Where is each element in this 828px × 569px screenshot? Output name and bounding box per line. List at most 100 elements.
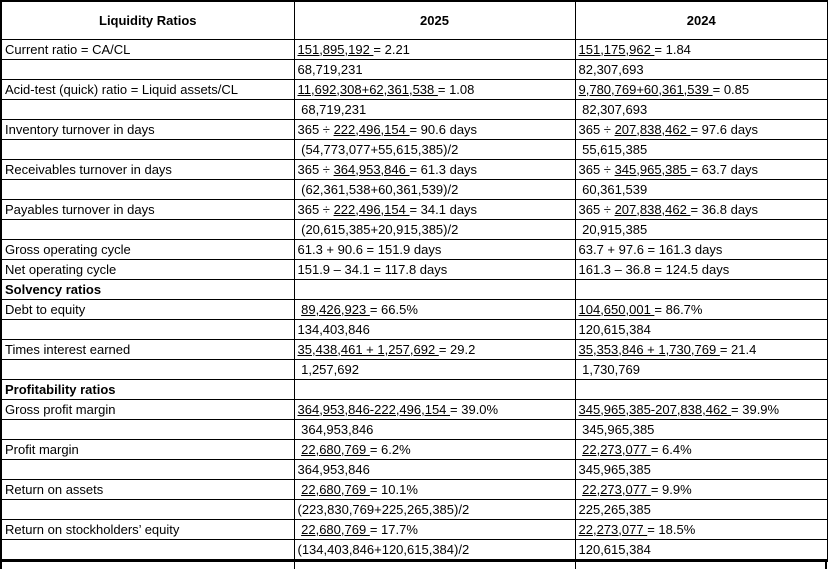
underlined-numerator: 22,273,077 bbox=[582, 481, 651, 497]
ratio-label-cell bbox=[0, 178, 295, 200]
underlined-numerator: 35,353,846 + 1,730,769 bbox=[578, 341, 720, 357]
underlined-numerator: 345,965,385-207,838,462 bbox=[578, 401, 732, 417]
value-2024-cell: 161.3 – 36.8 = 124.5 days bbox=[574, 258, 828, 280]
value-2025-cell: 1,257,692 bbox=[293, 358, 576, 380]
underlined-numerator: 207,838,462 bbox=[614, 201, 691, 217]
table-row: (54,773,077+55,615,385)/2 55,615,385 bbox=[0, 138, 828, 160]
table-row: (223,830,769+225,265,385)/2 225,265,385 bbox=[0, 498, 828, 520]
value-2024-cell: 82,307,693 bbox=[574, 98, 828, 120]
underlined-numerator: 35,438,461 + 1,257,692 bbox=[297, 341, 439, 357]
ratio-label-cell: Payables turnover in days bbox=[0, 198, 295, 220]
value-2024-cell bbox=[574, 278, 828, 300]
value-2025-cell: 68,719,231 bbox=[293, 58, 576, 80]
value-2025-cell: 364,953,846 bbox=[293, 458, 576, 480]
value-2025-cell: 68,719,231 bbox=[293, 98, 576, 120]
underlined-numerator: 222,496,154 bbox=[333, 201, 410, 217]
ratio-label-cell bbox=[0, 498, 295, 520]
ratio-label-cell bbox=[0, 538, 295, 561]
table-row: 68,719,231 82,307,693 bbox=[0, 98, 828, 120]
column-divider-line bbox=[575, 561, 576, 569]
value-2024-cell: 55,615,385 bbox=[574, 138, 828, 160]
value-2025-cell: 89,426,923 = 66.5% bbox=[293, 298, 576, 320]
table-row: Times interest earned 35,438,461 + 1,257,… bbox=[0, 338, 828, 360]
table-row: 134,403,846 120,615,384 bbox=[0, 318, 828, 340]
value-2025-cell: (54,773,077+55,615,385)/2 bbox=[293, 138, 576, 160]
value-2024-cell: 365 ÷ 345,965,385 = 63.7 days bbox=[574, 158, 828, 180]
underlined-numerator: 345,965,385 bbox=[614, 161, 691, 177]
value-2024-cell: 35,353,846 + 1,730,769 = 21.4 bbox=[574, 338, 828, 360]
table-row: Debt to equity 89,426,923 = 66.5% 104,650… bbox=[0, 298, 828, 320]
table-row: Solvency ratios bbox=[0, 278, 828, 300]
underlined-numerator: 222,496,154 bbox=[333, 121, 410, 137]
value-2025-cell: 22,680,769 = 10.1% bbox=[293, 478, 576, 500]
underlined-numerator: 151,175,962 bbox=[578, 41, 655, 57]
ratio-label-cell: Acid-test (quick) ratio = Liquid assets/… bbox=[0, 78, 295, 100]
value-2024-cell: 9,780,769+60,361,539 = 0.85 bbox=[574, 78, 828, 100]
ratio-label-cell: Times interest earned bbox=[0, 338, 295, 360]
ratio-label-cell bbox=[0, 358, 295, 380]
value-2024-cell: 60,361,539 bbox=[574, 178, 828, 200]
value-2025-cell: 11,692,308+62,361,538 = 1.08 bbox=[293, 78, 576, 100]
value-2024-cell: 1,730,769 bbox=[574, 358, 828, 380]
ratio-label-cell bbox=[0, 98, 295, 120]
ratio-label-cell: Inventory turnover in days bbox=[0, 118, 295, 140]
ratio-label-cell: Debt to equity bbox=[0, 298, 295, 320]
table-row: Inventory turnover in days 365 ÷ 222,496,… bbox=[0, 118, 828, 140]
ratio-table-body: Current ratio = CA/CL 151,895,192 = 2.21 1… bbox=[0, 38, 828, 561]
table-row: 364,953,846 345,965,385 bbox=[0, 418, 828, 440]
value-2024-cell: 63.7 + 97.6 = 161.3 days bbox=[574, 238, 828, 260]
table-row: Gross operating cycle 61.3 + 90.6 = 151.9… bbox=[0, 238, 828, 260]
ratio-label-cell bbox=[0, 58, 295, 80]
next-row-partial bbox=[0, 561, 827, 569]
table-row: Gross profit margin 364,953,846-222,496,1… bbox=[0, 398, 828, 420]
underlined-numerator: 22,273,077 bbox=[582, 441, 651, 457]
value-2024-cell: 345,965,385 bbox=[574, 418, 828, 440]
value-2024-cell: 120,615,384 bbox=[574, 538, 828, 561]
underlined-numerator: 207,838,462 bbox=[614, 121, 691, 137]
value-2025-cell: 364,953,846-222,496,154 = 39.0% bbox=[293, 398, 576, 420]
value-2025-cell: 134,403,846 bbox=[293, 318, 576, 340]
value-2024-cell: 104,650,001 = 86.7% bbox=[574, 298, 828, 320]
ratio-label-cell: Gross profit margin bbox=[0, 398, 295, 420]
value-2025-cell: 365 ÷ 364,953,846 = 61.3 days bbox=[293, 158, 576, 180]
table-row: Return on stockholders’ equity 22,680,76… bbox=[0, 518, 828, 540]
underlined-numerator: 104,650,001 bbox=[578, 301, 655, 317]
underlined-numerator: 22,680,769 bbox=[301, 441, 370, 457]
table-row: Return on assets 22,680,769 = 10.1% 22,2… bbox=[0, 478, 828, 500]
value-2024-cell: 345,965,385 bbox=[574, 458, 828, 480]
ratio-label-cell: Profitability ratios bbox=[0, 378, 295, 400]
ratio-label-cell: Profit margin bbox=[0, 438, 295, 460]
ratio-label-cell: Current ratio = CA/CL bbox=[0, 38, 295, 60]
value-2024-cell: 20,915,385 bbox=[574, 218, 828, 240]
value-2025-cell bbox=[293, 378, 576, 400]
ratio-label-cell: Gross operating cycle bbox=[0, 238, 295, 260]
value-2024-cell bbox=[574, 378, 828, 400]
table-row: Profit margin 22,680,769 = 6.2% 22,273,0… bbox=[0, 438, 828, 460]
value-2025-cell: (134,403,846+120,615,384)/2 bbox=[293, 538, 576, 561]
value-2025-cell: 35,438,461 + 1,257,692 = 29.2 bbox=[293, 338, 576, 360]
value-2025-cell: 22,680,769 = 6.2% bbox=[293, 438, 576, 460]
value-2024-cell: 22,273,077 = 9.9% bbox=[574, 478, 828, 500]
underlined-numerator: 364,953,846-222,496,154 bbox=[297, 401, 451, 417]
column-header-2024: 2024 bbox=[574, 0, 828, 40]
table-row: 364,953,846 345,965,385 bbox=[0, 458, 828, 480]
underlined-numerator: 151,895,192 bbox=[297, 41, 374, 57]
value-2024-cell: 345,965,385-207,838,462 = 39.9% bbox=[574, 398, 828, 420]
column-header-2025: 2025 bbox=[293, 0, 576, 40]
column-divider-line bbox=[294, 561, 295, 569]
value-2024-cell: 365 ÷ 207,838,462 = 97.6 days bbox=[574, 118, 828, 140]
value-2025-cell: (20,615,385+20,915,385)/2 bbox=[293, 218, 576, 240]
underlined-numerator: 22,273,077 bbox=[578, 521, 648, 537]
value-2024-cell: 225,265,385 bbox=[574, 498, 828, 520]
value-2025-cell: (223,830,769+225,265,385)/2 bbox=[293, 498, 576, 520]
value-2024-cell: 22,273,077 = 6.4% bbox=[574, 438, 828, 460]
underlined-numerator: 22,680,769 bbox=[301, 521, 370, 537]
ratio-label-cell: Return on assets bbox=[0, 478, 295, 500]
table-row: Receivables turnover in days 365 ÷ 364,95… bbox=[0, 158, 828, 180]
table-row: Profitability ratios bbox=[0, 378, 828, 400]
table-row: 68,719,231 82,307,693 bbox=[0, 58, 828, 80]
value-2024-cell: 22,273,077 = 18.5% bbox=[574, 518, 828, 540]
table-row: Current ratio = CA/CL 151,895,192 = 2.21 1… bbox=[0, 38, 828, 60]
ratio-label-cell bbox=[0, 218, 295, 240]
